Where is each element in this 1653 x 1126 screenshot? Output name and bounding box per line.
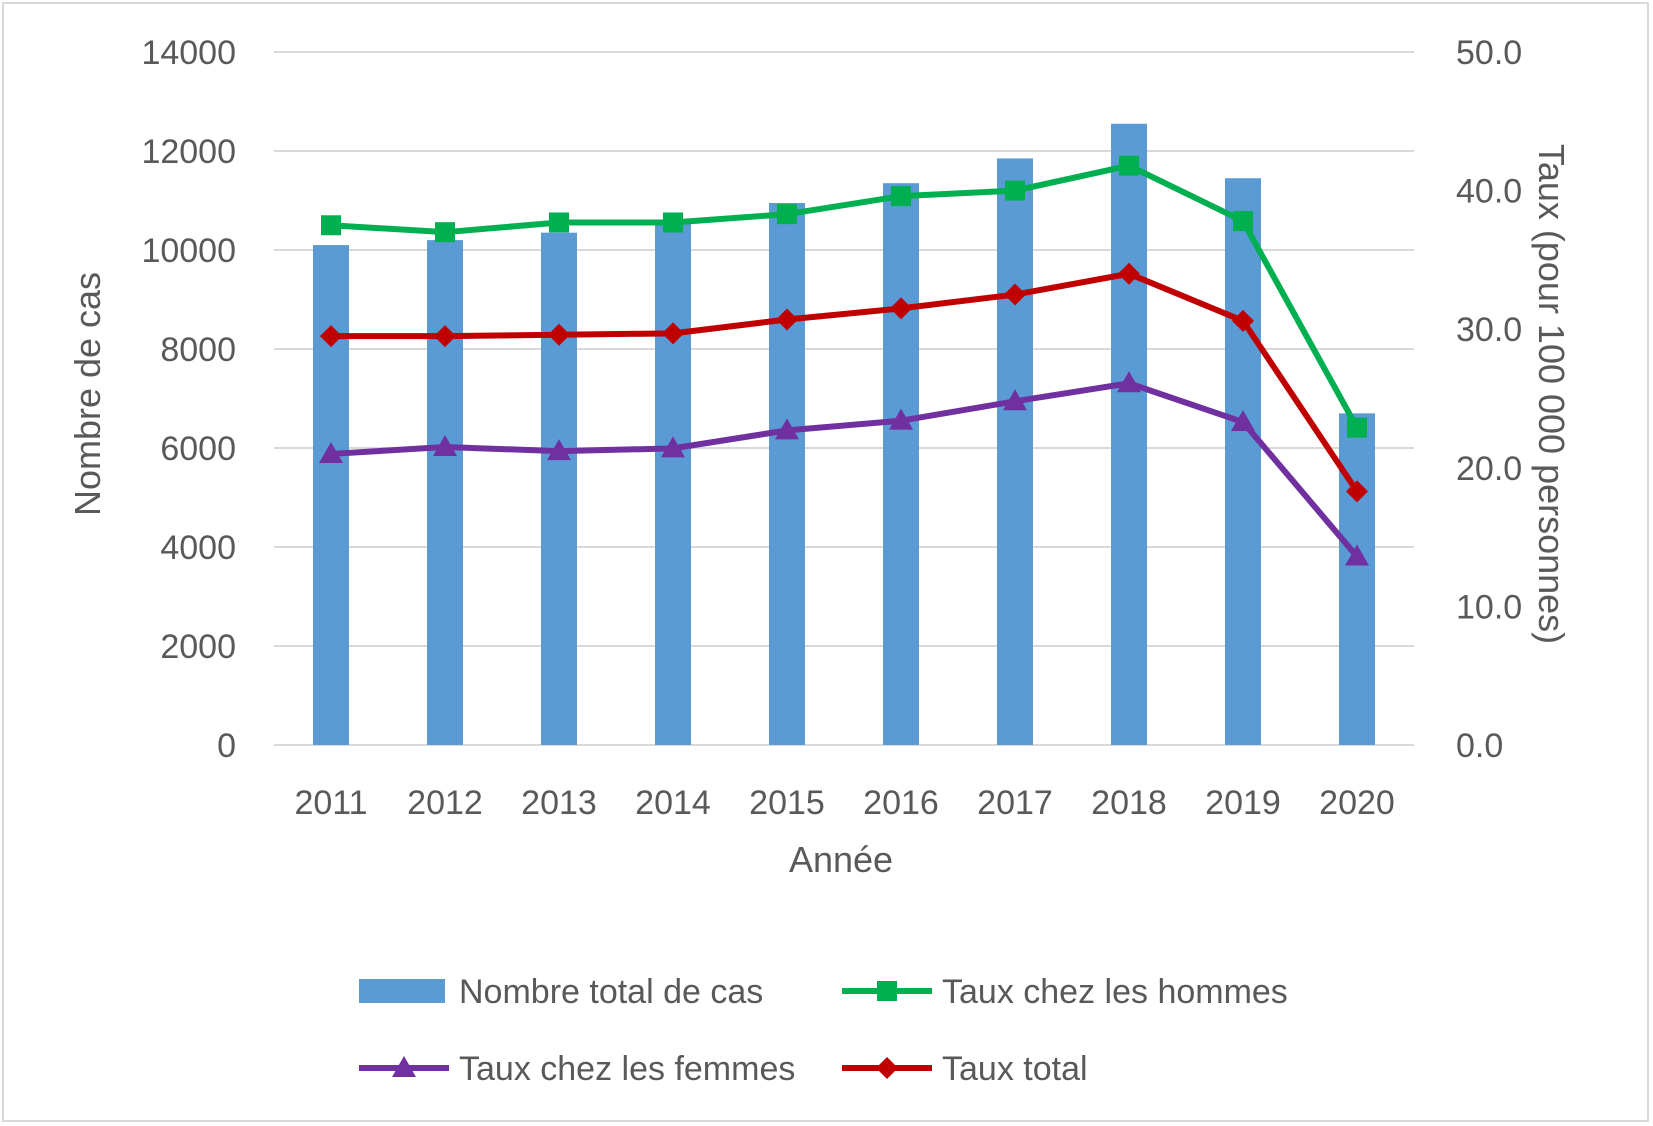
x-tick-label: 2019 xyxy=(1205,784,1281,822)
y2-tick-label: 0.0 xyxy=(1456,727,1503,765)
series-line xyxy=(330,380,1360,559)
data-point xyxy=(1005,180,1025,201)
data-point xyxy=(1232,309,1254,332)
left-axis-ticks: 0 2000 4000 6000 8000 10000 12000 14000 xyxy=(141,34,236,765)
legend-marker xyxy=(876,1057,898,1079)
data-point xyxy=(776,308,798,331)
y-tick-label: 10000 xyxy=(141,232,236,270)
data-point xyxy=(1119,155,1139,176)
y-tick-label: 0 xyxy=(217,727,236,765)
data-point xyxy=(1345,544,1369,566)
combo-chart: 0 2000 4000 6000 8000 10000 12000 14000 0.0 10.0… xyxy=(67,34,1572,1088)
y-tick-label: 14000 xyxy=(141,34,236,72)
bar xyxy=(883,183,919,746)
data-point xyxy=(890,297,912,320)
legend: Nombre total de cas Taux chez les hommes T… xyxy=(359,973,1288,1088)
data-point xyxy=(549,212,569,233)
data-point xyxy=(1004,283,1026,306)
data-point xyxy=(663,212,683,233)
data-point xyxy=(891,186,911,207)
data-point xyxy=(434,325,456,348)
legend-marker xyxy=(392,1056,416,1077)
bar xyxy=(1225,178,1261,746)
y2-tick-label: 30.0 xyxy=(1456,311,1522,349)
right-axis-ticks: 0.0 10.0 20.0 30.0 40.0 50.0 xyxy=(1456,34,1522,765)
bar xyxy=(997,158,1033,746)
legend-label: Taux chez les hommes xyxy=(942,973,1288,1011)
data-point xyxy=(548,323,570,346)
y-tick-label: 8000 xyxy=(160,331,236,369)
data-point xyxy=(1003,389,1027,411)
data-point xyxy=(435,222,455,243)
data-point xyxy=(889,408,913,430)
x-tick-label: 2020 xyxy=(1319,784,1395,822)
bar xyxy=(769,202,805,746)
x-tick-label: 2016 xyxy=(863,784,939,822)
bar xyxy=(313,245,349,746)
y2-tick-label: 50.0 xyxy=(1456,34,1522,72)
data-point xyxy=(433,435,457,457)
y-tick-label: 4000 xyxy=(160,529,236,567)
legend-label: Taux total xyxy=(942,1050,1088,1088)
x-tick-label: 2012 xyxy=(407,784,483,822)
y2-tick-label: 10.0 xyxy=(1456,588,1522,626)
y-tick-label: 12000 xyxy=(141,133,236,171)
y2-tick-label: 40.0 xyxy=(1456,173,1522,211)
data-point xyxy=(1233,211,1253,232)
data-point xyxy=(777,204,797,225)
data-point xyxy=(321,215,341,236)
data-point xyxy=(320,325,342,348)
data-point xyxy=(1117,371,1141,393)
series-line xyxy=(331,270,1360,494)
bar xyxy=(427,240,463,745)
bar xyxy=(541,232,577,746)
x-axis-title: Année xyxy=(789,839,893,880)
legend-label: Nombre total de cas xyxy=(459,973,763,1011)
y2-tick-label: 20.0 xyxy=(1456,450,1522,488)
legend-marker xyxy=(877,981,897,1001)
y-axis-title: Nombre de cas xyxy=(67,272,108,516)
bar xyxy=(655,220,691,746)
x-tick-label: 2011 xyxy=(294,784,367,822)
data-point xyxy=(547,439,571,461)
line-series xyxy=(319,155,1369,566)
x-tick-label: 2013 xyxy=(521,784,597,822)
legend-swatch xyxy=(359,979,445,1003)
data-point xyxy=(662,322,684,345)
y-tick-label: 6000 xyxy=(160,430,236,468)
data-point xyxy=(1231,410,1255,432)
data-point xyxy=(661,436,685,458)
bar xyxy=(1339,413,1375,745)
bar-series xyxy=(313,123,1375,746)
x-tick-label: 2015 xyxy=(749,784,825,822)
data-point xyxy=(1347,417,1367,438)
data-point xyxy=(1118,262,1140,285)
x-tick-label: 2014 xyxy=(635,784,711,822)
legend-label: Taux chez les femmes xyxy=(459,1050,795,1088)
data-point xyxy=(319,441,343,463)
x-tick-label: 2018 xyxy=(1091,784,1167,822)
y2-axis-title: Taux (pour 100 000 personnes) xyxy=(1531,144,1572,644)
bar xyxy=(1111,123,1147,745)
x-axis-ticks: 2011 2012 2013 2014 2015 2016 2017 2018 2019 2020 xyxy=(294,784,1394,822)
y-tick-label: 2000 xyxy=(160,628,236,666)
data-point xyxy=(775,418,799,440)
x-tick-label: 2017 xyxy=(977,784,1053,822)
data-point xyxy=(1346,480,1368,503)
series-line xyxy=(330,162,1360,430)
